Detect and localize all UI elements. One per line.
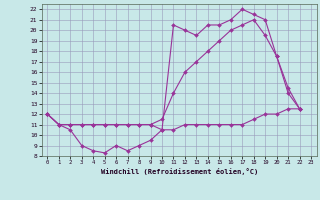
X-axis label: Windchill (Refroidissement éolien,°C): Windchill (Refroidissement éolien,°C) bbox=[100, 168, 258, 175]
